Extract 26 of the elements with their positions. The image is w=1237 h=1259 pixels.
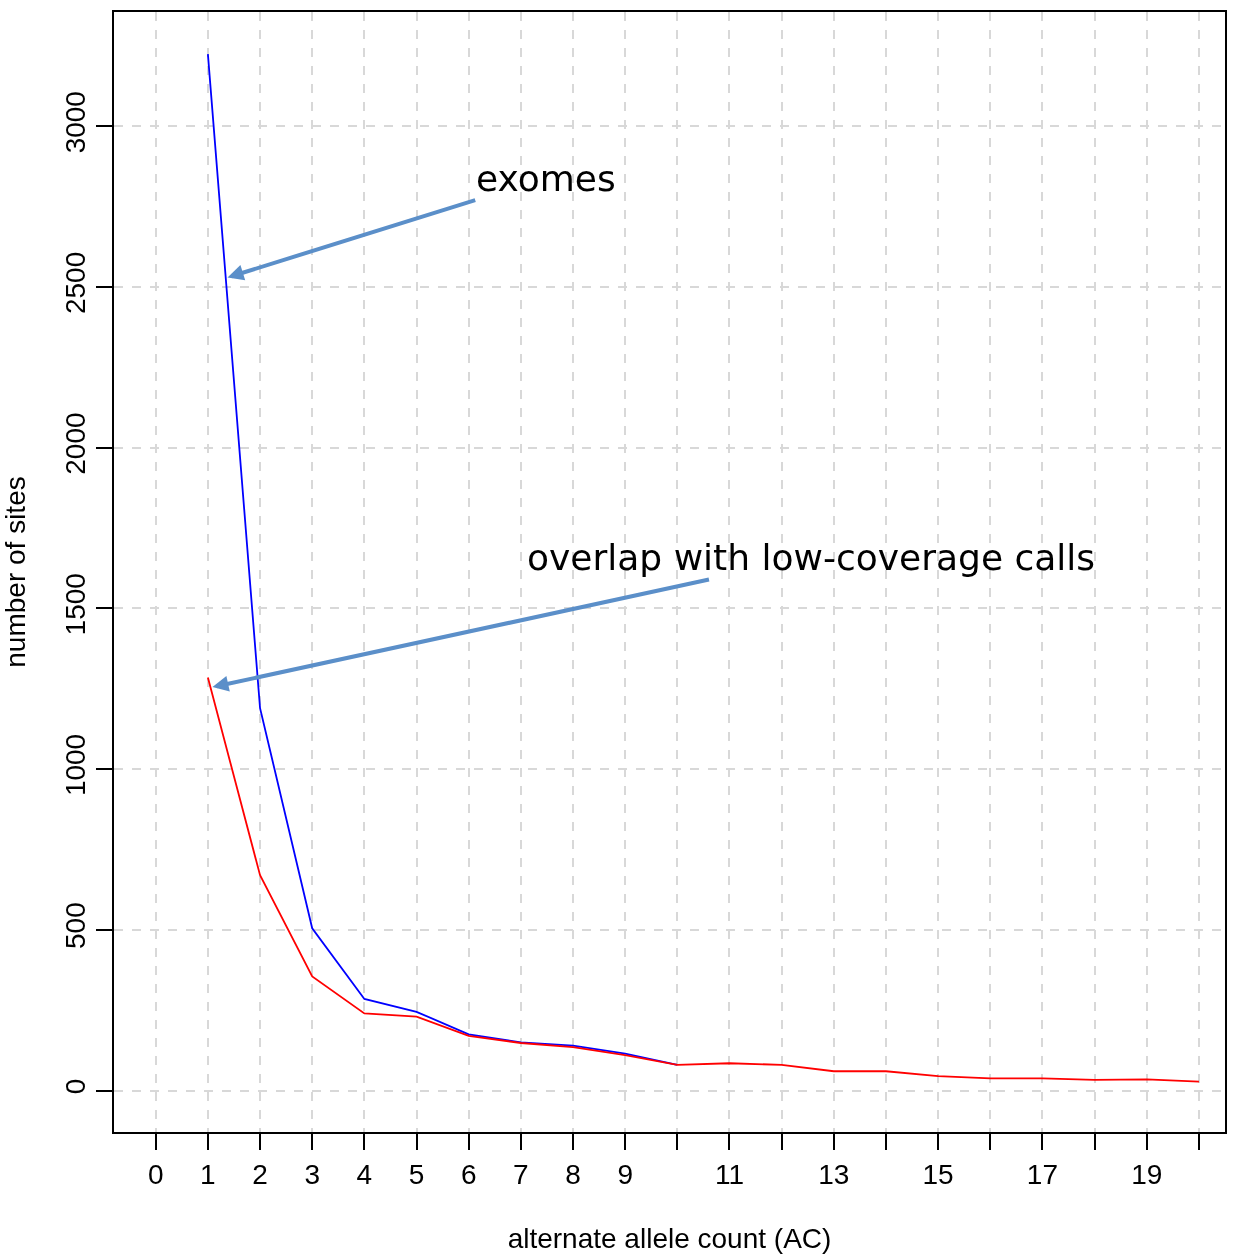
x-tick-label: 2: [252, 1158, 268, 1190]
y-tick-label: 1500: [59, 573, 91, 636]
x-tick-label: 1: [200, 1158, 216, 1190]
y-tick-label: 2000: [59, 412, 91, 475]
x-tick-label: 13: [818, 1158, 850, 1190]
x-axis-title: alternate allele count (AC): [507, 1223, 832, 1255]
y-tick-label: 1000: [59, 733, 91, 797]
x-tick-label: 3: [304, 1158, 320, 1190]
annotation: exomes: [476, 158, 616, 199]
y-tick-label: 2500: [59, 251, 91, 315]
y-tick-label: 0: [59, 1078, 91, 1095]
annotation: overlap with low-coverage calls: [527, 537, 1096, 578]
x-tick-label: 6: [460, 1158, 477, 1190]
x-tick-label: 9: [617, 1158, 633, 1190]
y-tick-label: 500: [59, 902, 91, 950]
x-tick-label: 19: [1131, 1158, 1163, 1190]
x-tick-label: 5: [408, 1158, 425, 1190]
x-tick-label: 4: [356, 1158, 373, 1190]
y-axis-title: number of sites: [0, 476, 31, 668]
x-tick-label: 15: [922, 1158, 954, 1190]
x-tick-label: 0: [147, 1158, 164, 1190]
x-tick-label: 11: [714, 1158, 745, 1190]
x-tick-label: 7: [513, 1158, 529, 1190]
x-tick-label: 8: [565, 1158, 581, 1190]
x-tick-label: 17: [1026, 1158, 1059, 1190]
y-tick-label: 3000: [59, 91, 91, 154]
